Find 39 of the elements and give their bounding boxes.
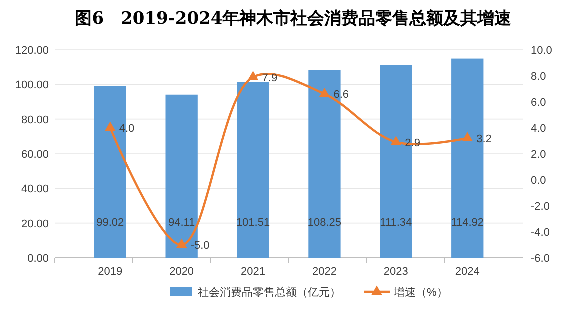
x-tick-label: 2020 [170,266,194,278]
y-tick-label: 20.00 [21,218,49,230]
point [105,122,116,132]
point [462,132,473,142]
chart-title: 图6 2019-2024年神木市社会消费品零售总额及其增速 [75,9,512,29]
legend-label: 社会消费品零售总额（亿元） [198,286,341,299]
y-tick-label: 40.00 [21,184,49,196]
point [390,136,402,146]
x-tick-label: 2023 [384,266,408,278]
legend-label: 增速（%） [393,286,448,299]
y2-tick-label: 8.0 [531,71,546,83]
y2-tick-label: -2.0 [531,201,550,213]
y2-tick-label: 0.0 [531,175,546,187]
bar [237,82,270,258]
y2-tick-label: 2.0 [531,149,546,161]
x-tick-label: 2021 [241,266,266,278]
y-tick-label: 60.00 [21,149,49,161]
data-label: 99.02 [96,217,124,229]
x-tick-label: 2022 [312,266,337,278]
y-tick-label: 0.00 [28,253,49,265]
y2-tick-label: -4.0 [531,227,550,239]
y-tick-label: 120.00 [15,45,49,57]
data-label: 111.34 [380,217,412,229]
point [319,88,330,98]
data-label: 108.25 [308,217,342,229]
y2-tick-label: 4.0 [531,123,546,135]
x-tick-label: 2024 [455,266,480,278]
data-label: 94.11 [168,217,196,229]
y2-tick-label: 6.0 [531,97,546,109]
point [248,71,259,80]
y-tick-label: 100.00 [15,80,49,92]
y2-tick-label: -6.0 [531,253,550,265]
data-label: 114.92 [451,217,484,229]
y2-tick-label: 10.0 [531,45,552,57]
y-tick-label: 80.00 [21,114,49,126]
x-tick-label: 2019 [98,266,123,278]
point [176,238,188,248]
data-label: 7.9 [262,72,278,84]
data-label: 2.9 [405,137,420,150]
